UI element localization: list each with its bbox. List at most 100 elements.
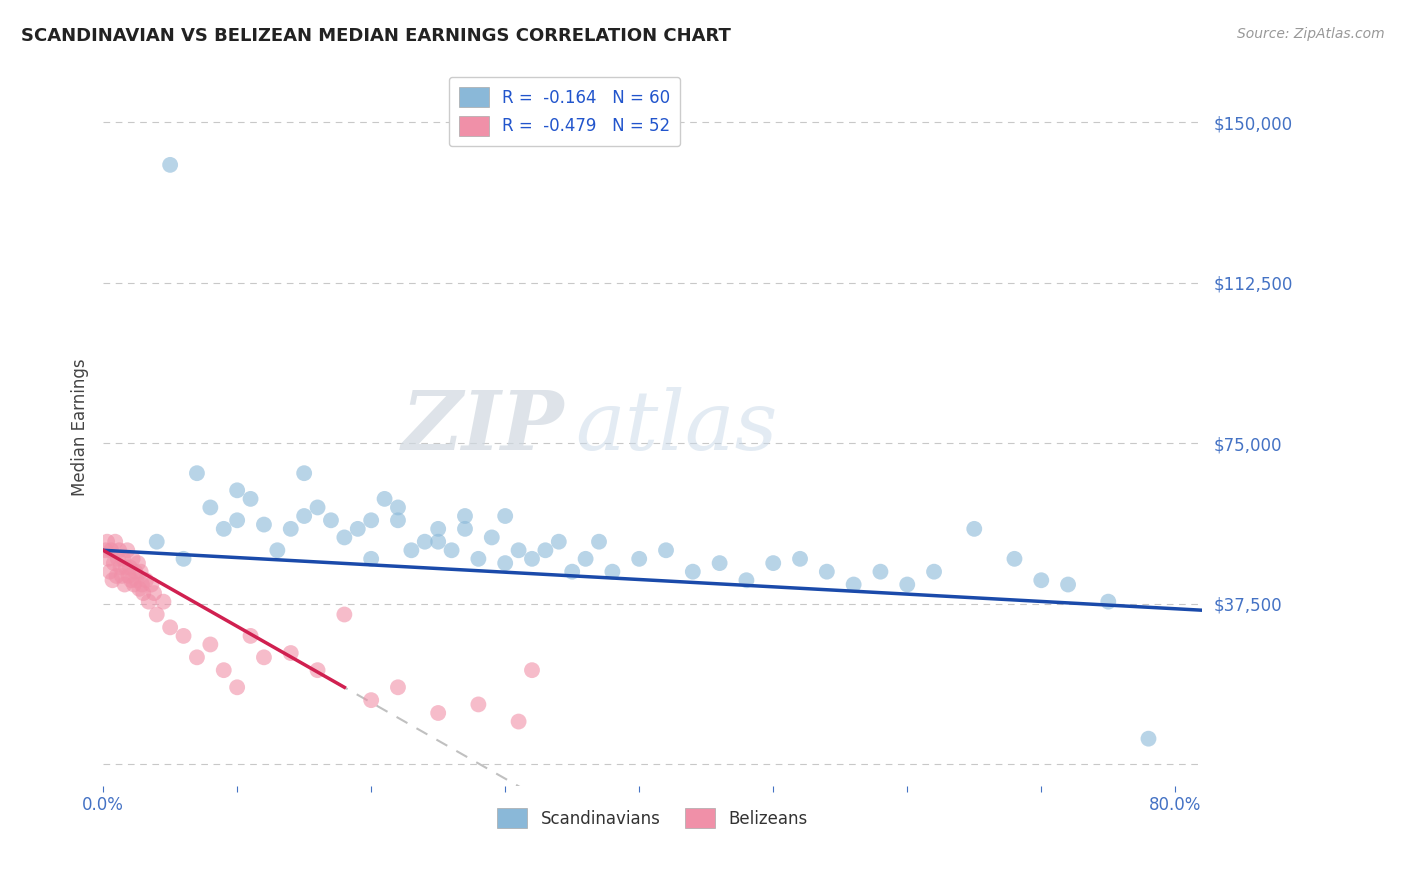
Point	[266, 543, 288, 558]
Point	[547, 534, 569, 549]
Point	[1137, 731, 1160, 746]
Point	[427, 522, 450, 536]
Point	[1004, 551, 1026, 566]
Point	[118, 560, 141, 574]
Point	[98, 565, 121, 579]
Point	[401, 543, 423, 558]
Point	[1031, 573, 1053, 587]
Point	[481, 530, 503, 544]
Point	[374, 491, 396, 506]
Point	[413, 534, 436, 549]
Point	[454, 508, 477, 523]
Point	[135, 573, 157, 587]
Point	[815, 565, 838, 579]
Point	[186, 650, 208, 665]
Point	[508, 543, 530, 558]
Point	[922, 565, 945, 579]
Point	[125, 573, 148, 587]
Point	[494, 556, 516, 570]
Point	[682, 565, 704, 579]
Point	[575, 551, 598, 566]
Text: ZIP: ZIP	[402, 387, 565, 467]
Point	[111, 569, 134, 583]
Point	[226, 513, 249, 527]
Point	[628, 551, 651, 566]
Point	[360, 693, 382, 707]
Point	[128, 582, 150, 596]
Point	[173, 629, 195, 643]
Point	[280, 522, 302, 536]
Point	[112, 551, 135, 566]
Point	[96, 534, 118, 549]
Point	[200, 638, 222, 652]
Point	[121, 551, 143, 566]
Point	[292, 466, 315, 480]
Point	[735, 573, 758, 587]
Point	[360, 513, 382, 527]
Point	[159, 158, 181, 172]
Point	[152, 594, 174, 608]
Point	[122, 577, 145, 591]
Point	[333, 530, 356, 544]
Point	[226, 483, 249, 498]
Point	[253, 650, 276, 665]
Point	[292, 508, 315, 523]
Point	[440, 543, 463, 558]
Point	[427, 534, 450, 549]
Point	[145, 607, 167, 622]
Point	[186, 466, 208, 480]
Point	[104, 534, 127, 549]
Point	[200, 500, 222, 515]
Point	[427, 706, 450, 720]
Point	[124, 565, 146, 579]
Point	[602, 565, 624, 579]
Point	[115, 560, 138, 574]
Point	[114, 577, 136, 591]
Point	[94, 543, 117, 558]
Point	[387, 513, 409, 527]
Y-axis label: Median Earnings: Median Earnings	[72, 359, 89, 496]
Point	[212, 663, 235, 677]
Point	[333, 607, 356, 622]
Point	[129, 565, 152, 579]
Point	[842, 577, 865, 591]
Point	[239, 629, 262, 643]
Point	[105, 569, 128, 583]
Point	[280, 646, 302, 660]
Point	[307, 663, 329, 677]
Point	[145, 534, 167, 549]
Point	[226, 681, 249, 695]
Point	[454, 522, 477, 536]
Point	[387, 500, 409, 515]
Point	[360, 551, 382, 566]
Legend: Scandinavians, Belizeans: Scandinavians, Belizeans	[491, 801, 814, 835]
Point	[963, 522, 986, 536]
Point	[762, 556, 785, 570]
Point	[307, 500, 329, 515]
Point	[655, 543, 678, 558]
Point	[173, 551, 195, 566]
Point	[534, 543, 557, 558]
Point	[97, 551, 120, 566]
Point	[132, 586, 155, 600]
Point	[212, 522, 235, 536]
Point	[253, 517, 276, 532]
Text: SCANDINAVIAN VS BELIZEAN MEDIAN EARNINGS CORRELATION CHART: SCANDINAVIAN VS BELIZEAN MEDIAN EARNINGS…	[21, 27, 731, 45]
Point	[346, 522, 368, 536]
Text: atlas: atlas	[575, 387, 778, 467]
Point	[387, 681, 409, 695]
Point	[101, 573, 124, 587]
Point	[143, 586, 166, 600]
Point	[159, 620, 181, 634]
Point	[896, 577, 918, 591]
Point	[520, 663, 543, 677]
Point	[138, 594, 160, 608]
Point	[239, 491, 262, 506]
Point	[117, 543, 139, 558]
Point	[319, 513, 342, 527]
Point	[1097, 594, 1119, 608]
Point	[709, 556, 731, 570]
Point	[127, 556, 149, 570]
Point	[117, 569, 139, 583]
Point	[108, 543, 131, 558]
